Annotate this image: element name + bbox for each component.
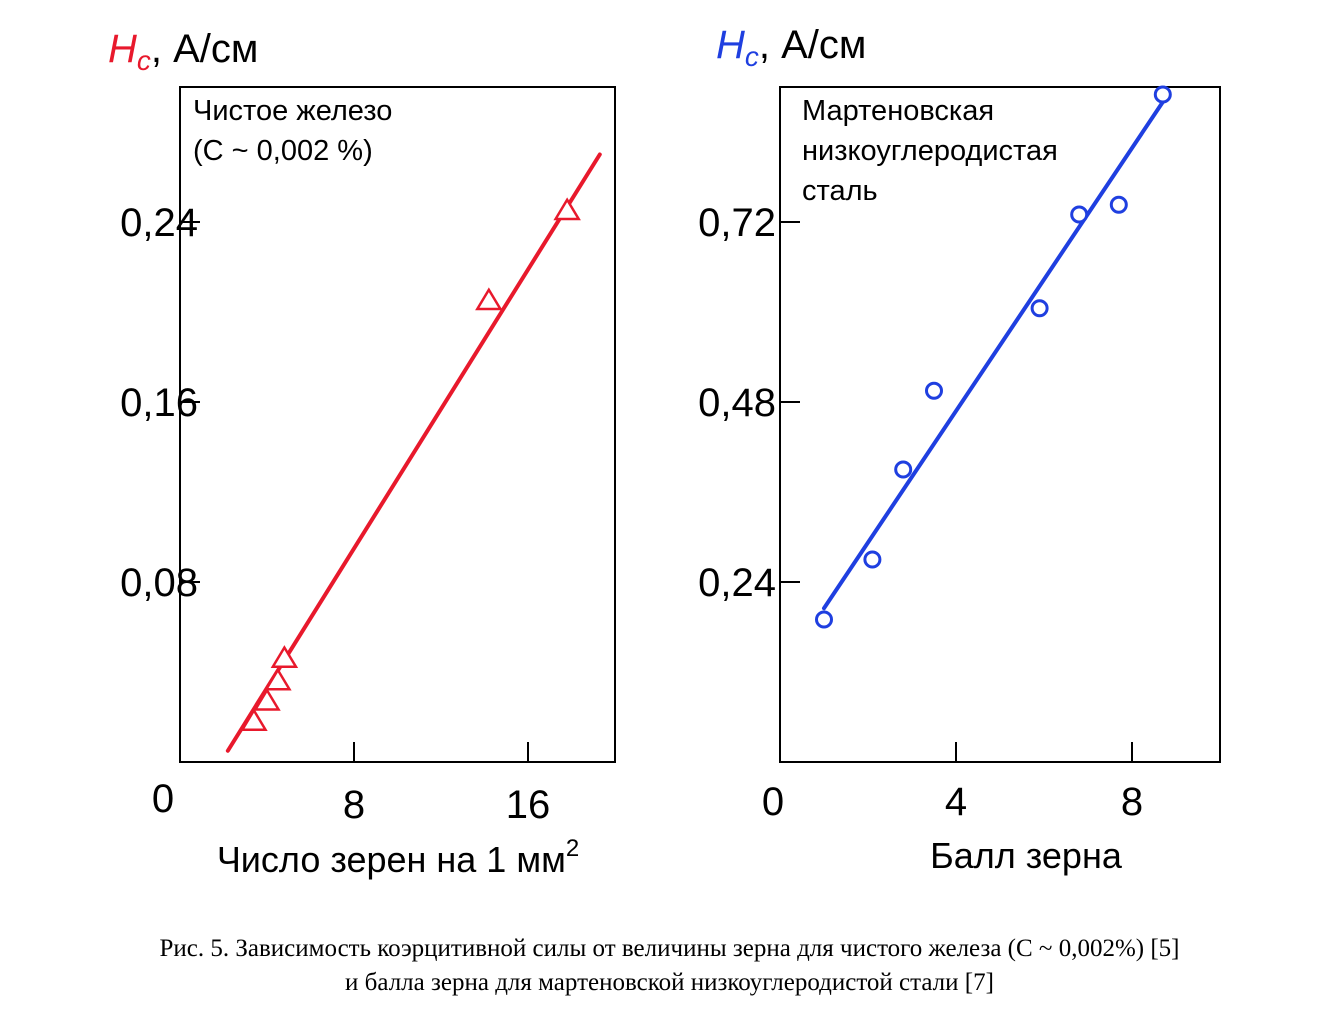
y-axis-title: Hc, А/см [716,23,866,72]
origin-label: 0 [762,780,784,824]
data-point [925,381,943,400]
data-point [1070,205,1089,224]
origin-label: 0 [152,777,174,821]
x-axis-label: Балл зерна [930,835,1123,876]
data-point [253,687,281,711]
data-point [815,610,833,629]
fit-line [225,152,602,753]
y-tick-label: 0,24 [120,201,198,245]
caption-line-1: Рис. 5. Зависимость коэрцитивной силы от… [159,935,1180,962]
plot-frame [779,86,1221,763]
x-axis-superscript: 2 [566,835,579,862]
fit-line [822,100,1165,611]
data-point [894,460,913,479]
y-tick-label: 0,72 [698,201,776,245]
data-point [553,197,581,221]
y-tick-label: 0,24 [698,561,776,605]
chart-open-hearth-steel: 0,24 0,48 0,72 4 8 0 Hc, А/см Балл зерна Мартено… [698,23,1221,876]
y-axis-symbol: H [716,23,745,67]
data-point [863,550,882,569]
y-tick-label: 0,16 [120,381,198,425]
y-tick-label: 0,08 [120,561,198,605]
figure-caption: Рис. 5. Зависимость коэрцитивной силы от… [0,932,1339,1000]
x-tick-label: 8 [343,783,365,827]
x-tick-label: 16 [506,783,551,827]
annotation-line: Чистое железо [193,95,392,127]
data-point [240,708,268,731]
y-axis-unit: , А/см [759,23,867,67]
data-point [1030,299,1049,318]
y-axis-subscript: c [745,41,759,72]
y-axis-unit: , А/см [151,27,259,71]
annotation-line: (С ~ 0,002 %) [193,135,373,167]
x-tick-label: 8 [1121,780,1143,824]
x-axis-title: Число зерен на 1 мм2 [217,835,579,880]
x-tick-label: 4 [945,780,967,824]
y-tick-label: 0,48 [698,381,776,425]
caption-line-2: и балла зерна для мартеновской низкоугле… [345,969,994,996]
data-point [270,645,299,668]
x-axis-label: Число зерен на 1 мм [217,839,566,880]
x-axis-title: Балл зерна [930,835,1123,876]
data-point [1153,85,1172,104]
plot-frame [179,86,616,763]
annotation-line: низкоуглеродистая [802,135,1058,167]
y-axis-symbol: H [108,27,137,71]
y-axis-title: Hc, А/см [108,27,258,76]
annotation-line: Мартеновская [802,95,994,127]
data-point [1109,195,1128,214]
annotation-line: сталь [802,175,878,207]
data-point [264,667,292,691]
data-point [475,287,503,311]
y-axis-subscript: c [137,45,151,76]
chart-pure-iron: 0,08 0,16 0,24 8 16 0 Hc, А/см Число зерен на 1… [108,27,616,880]
